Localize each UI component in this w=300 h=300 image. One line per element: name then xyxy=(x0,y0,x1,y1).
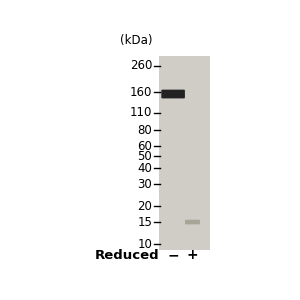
Text: 80: 80 xyxy=(137,124,152,137)
Text: (kDa): (kDa) xyxy=(120,34,152,47)
FancyBboxPatch shape xyxy=(185,220,200,224)
Text: 30: 30 xyxy=(137,178,152,190)
FancyBboxPatch shape xyxy=(161,90,185,98)
Text: 20: 20 xyxy=(137,200,152,213)
Text: 110: 110 xyxy=(130,106,152,119)
Text: 260: 260 xyxy=(130,59,152,72)
Text: 60: 60 xyxy=(137,140,152,153)
Text: −: − xyxy=(167,248,179,262)
Text: 40: 40 xyxy=(137,162,152,175)
Text: Reduced: Reduced xyxy=(94,249,159,262)
Text: 15: 15 xyxy=(137,216,152,229)
Text: 160: 160 xyxy=(130,86,152,99)
Text: +: + xyxy=(187,248,198,262)
Text: 50: 50 xyxy=(137,149,152,163)
Bar xyxy=(159,56,210,250)
Text: 10: 10 xyxy=(137,238,152,251)
